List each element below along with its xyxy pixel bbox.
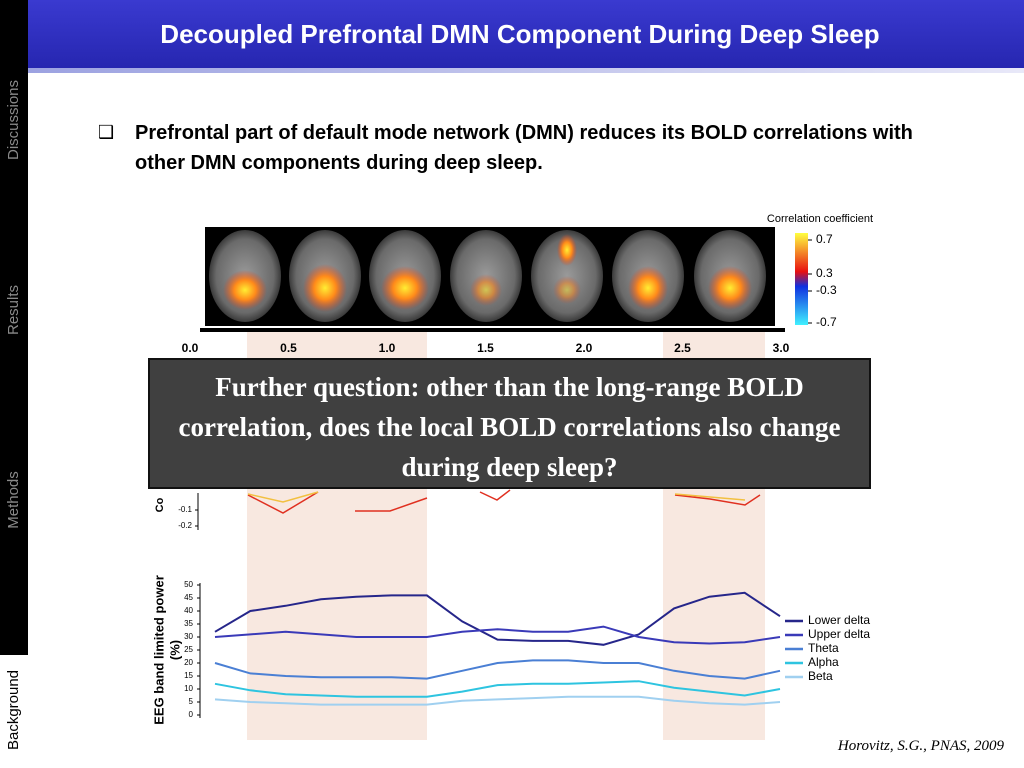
colorbar-tick-label: 0.7 xyxy=(816,232,833,246)
time-tick-label: 3.0 xyxy=(773,341,790,355)
colorbar-title: Correlation coefficient xyxy=(767,213,873,225)
title-bar xyxy=(0,0,1024,68)
colorbar xyxy=(795,233,808,325)
eeg-tick-label: 5 xyxy=(189,697,194,706)
eeg-line xyxy=(214,659,781,680)
legend-label: Beta xyxy=(808,669,833,683)
sidebar-item: Results xyxy=(5,285,22,335)
sidebar xyxy=(0,0,28,768)
time-axis xyxy=(200,328,785,332)
time-tick-label: 2.5 xyxy=(674,341,691,355)
eeg-tick-label: 35 xyxy=(184,619,193,628)
eeg-ylabel: EEG band limited power xyxy=(151,575,166,725)
eeg-tick-label: 30 xyxy=(184,632,193,641)
eeg-ylabel: (%) xyxy=(167,640,182,660)
sidebar-item: Discussions xyxy=(5,80,22,160)
corr-ylabel: Co xyxy=(154,497,166,512)
eeg-tick-label: 15 xyxy=(184,671,193,680)
eeg-tick-label: 40 xyxy=(184,606,193,615)
eeg-line xyxy=(214,680,781,698)
eeg-line xyxy=(214,695,781,706)
colorbar-tick-label: -0.3 xyxy=(816,283,837,297)
time-tick-label: 0.0 xyxy=(182,341,199,355)
citation: Horovitz, S.G., PNAS, 2009 xyxy=(837,738,1004,754)
colorbar-tick-label: -0.7 xyxy=(816,315,837,329)
sidebar-item: Background xyxy=(5,670,22,750)
eeg-tick-label: 45 xyxy=(184,593,193,602)
eeg-tick-label: 20 xyxy=(184,658,193,667)
brain-images xyxy=(209,230,766,322)
title-rule xyxy=(0,68,1024,73)
legend-label: Alpha xyxy=(808,655,839,669)
time-tick-label: 0.5 xyxy=(280,341,297,355)
time-tick-label: 1.0 xyxy=(379,341,396,355)
bullet-marker: ❑ xyxy=(98,122,115,143)
time-tick-label: 1.5 xyxy=(477,341,494,355)
legend-label: Lower delta xyxy=(808,613,870,627)
occluded-traces xyxy=(247,489,761,514)
sidebar-item: Methods xyxy=(5,471,22,529)
legend-label: Upper delta xyxy=(808,627,870,641)
eeg-tick-label: 50 xyxy=(184,580,193,589)
bullet-text: Prefrontal part of default mode network … xyxy=(135,122,913,174)
sidebar-items: Discussions Results Methods Background xyxy=(5,80,22,750)
eeg-tick-label: 0 xyxy=(189,710,194,719)
corr-tick-label: -0.1 xyxy=(178,505,192,514)
eeg-line xyxy=(214,625,781,645)
eeg-tick-label: 10 xyxy=(184,684,193,693)
corr-tick-label: -0.2 xyxy=(178,521,192,530)
time-tick-label: 2.0 xyxy=(576,341,593,355)
slide-title: Decoupled Prefrontal DMN Component Durin… xyxy=(160,19,879,49)
callout: Further question: other than the long-ra… xyxy=(148,358,871,489)
legend-label: Theta xyxy=(808,641,839,655)
sidebar-active xyxy=(0,655,28,768)
eeg-line xyxy=(214,591,781,646)
eeg-tick-label: 25 xyxy=(184,645,193,654)
colorbar-tick-label: 0.3 xyxy=(816,266,833,280)
